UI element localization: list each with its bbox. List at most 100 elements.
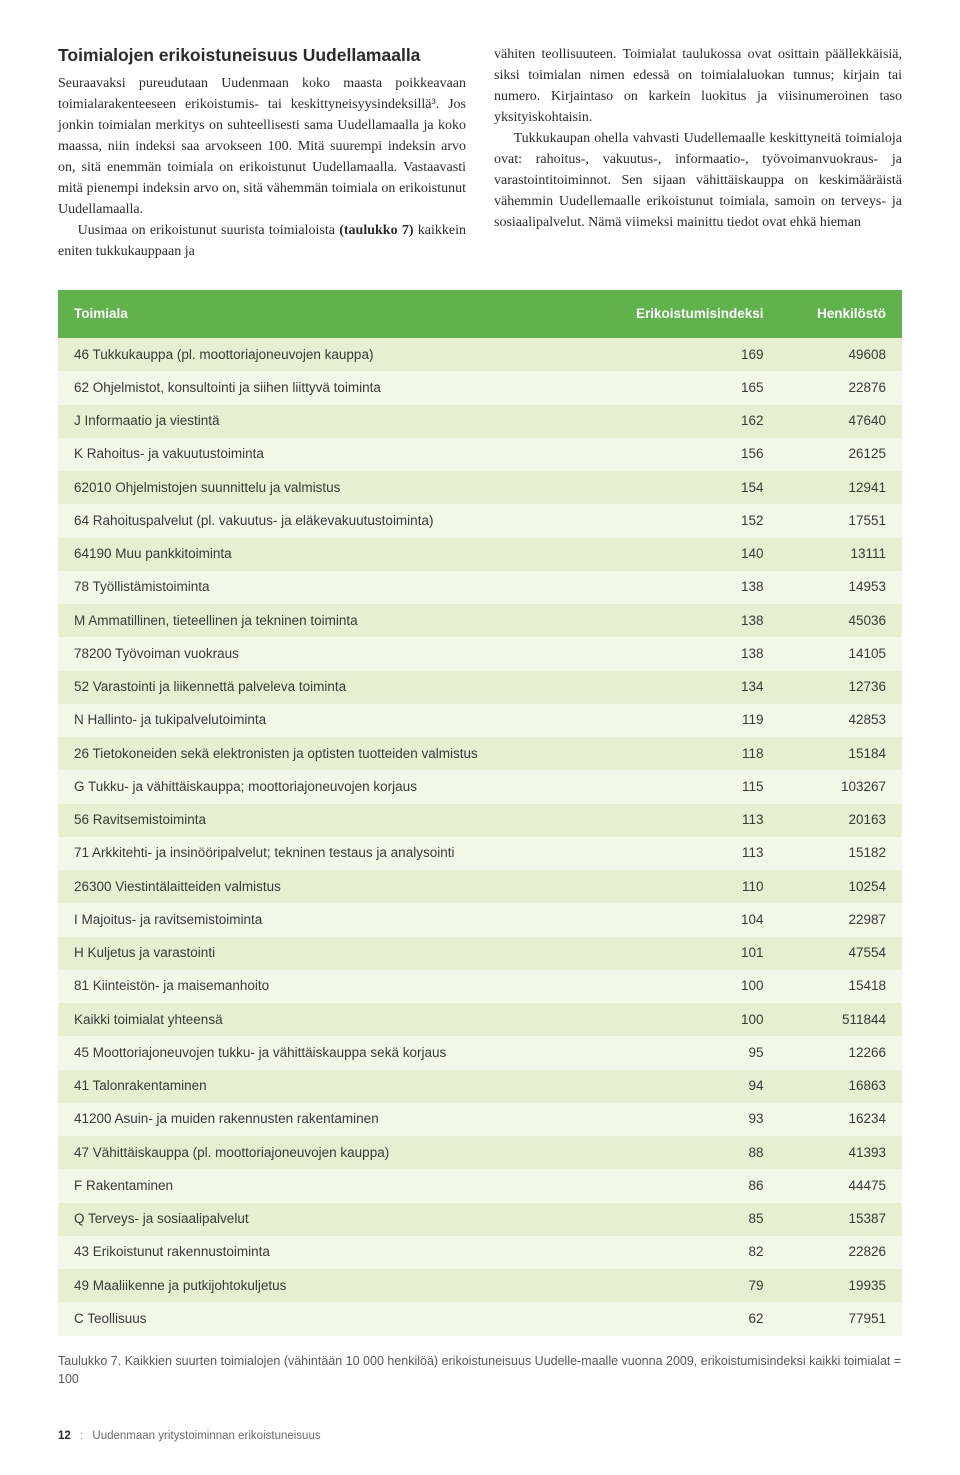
table-row: 64190 Muu pankkitoiminta14013111 — [58, 538, 902, 571]
body-paragraph: Seuraavaksi pureudutaan Uudenmaan koko m… — [58, 73, 466, 220]
column-right: vähiten teollisuuteen. Toimialat tauluko… — [494, 44, 902, 262]
table-row: G Tukku- ja vähittäiskauppa; moottoriajo… — [58, 770, 902, 803]
cell-toimiala: 43 Erikoistunut rakennustoiminta — [58, 1236, 586, 1269]
cell-index: 152 — [586, 504, 779, 537]
page-footer: 12 : Uudenmaan yritystoiminnan erikoistu… — [58, 1428, 902, 1445]
table-row: 78 Työllistämistoiminta13814953 — [58, 571, 902, 604]
cell-staff: 19935 — [780, 1269, 902, 1302]
cell-staff: 16234 — [780, 1103, 902, 1136]
cell-index: 115 — [586, 770, 779, 803]
table-row: Kaikki toimialat yhteensä100511844 — [58, 1003, 902, 1036]
cell-staff: 20163 — [780, 804, 902, 837]
cell-index: 156 — [586, 438, 779, 471]
cell-toimiala: G Tukku- ja vähittäiskauppa; moottoriajo… — [58, 770, 586, 803]
cell-toimiala: 62 Ohjelmistot, konsultointi ja siihen l… — [58, 371, 586, 404]
cell-index: 86 — [586, 1169, 779, 1202]
cell-staff: 15387 — [780, 1203, 902, 1236]
cell-toimiala: 41200 Asuin- ja muiden rakennusten raken… — [58, 1103, 586, 1136]
table-row: 81 Kiinteistön- ja maisemanhoito10015418 — [58, 970, 902, 1003]
cell-index: 100 — [586, 1003, 779, 1036]
cell-index: 138 — [586, 604, 779, 637]
table-row: M Ammatillinen, tieteellinen ja tekninen… — [58, 604, 902, 637]
cell-toimiala: 71 Arkkitehti- ja insinööripalvelut; tek… — [58, 837, 586, 870]
cell-toimiala: J Informaatio ja viestintä — [58, 405, 586, 438]
table-row: 78200 Työvoiman vuokraus13814105 — [58, 637, 902, 670]
cell-index: 140 — [586, 538, 779, 571]
cell-index: 138 — [586, 571, 779, 604]
table-header-row: Toimiala Erikoistumisindeksi Henkilöstö — [58, 290, 902, 338]
cell-toimiala: 47 Vähittäiskauppa (pl. moottoriajoneuvo… — [58, 1136, 586, 1169]
cell-staff: 14105 — [780, 637, 902, 670]
cell-toimiala: 49 Maaliikenne ja putkijohtokuljetus — [58, 1269, 586, 1302]
cell-toimiala: Kaikki toimialat yhteensä — [58, 1003, 586, 1036]
body-paragraph: vähiten teollisuuteen. Toimialat tauluko… — [494, 44, 902, 128]
cell-index: 110 — [586, 870, 779, 903]
table-row: 41200 Asuin- ja muiden rakennusten raken… — [58, 1103, 902, 1136]
cell-staff: 12266 — [780, 1036, 902, 1069]
cell-staff: 45036 — [780, 604, 902, 637]
cell-staff: 15418 — [780, 970, 902, 1003]
cell-index: 101 — [586, 937, 779, 970]
table-row: 41 Talonrakentaminen9416863 — [58, 1070, 902, 1103]
cell-toimiala: 64 Rahoituspalvelut (pl. vakuutus- ja el… — [58, 504, 586, 537]
table-row: 46 Tukkukauppa (pl. moottoriajoneuvojen … — [58, 338, 902, 371]
footer-title: Uudenmaan yritystoiminnan erikoistuneisu… — [92, 1430, 320, 1442]
cell-staff: 49608 — [780, 338, 902, 371]
table-row: H Kuljetus ja varastointi10147554 — [58, 937, 902, 970]
cell-staff: 41393 — [780, 1136, 902, 1169]
table-row: 47 Vähittäiskauppa (pl. moottoriajoneuvo… — [58, 1136, 902, 1169]
cell-toimiala: I Majoitus- ja ravitsemistoiminta — [58, 903, 586, 936]
cell-staff: 511844 — [780, 1003, 902, 1036]
body-paragraph: Tukkukaupan ohella vahvasti Uudellemaall… — [494, 128, 902, 233]
intro-columns: Toimialojen erikoistuneisuus Uudellamaal… — [58, 44, 902, 262]
table-row: 71 Arkkitehti- ja insinööripalvelut; tek… — [58, 837, 902, 870]
cell-index: 165 — [586, 371, 779, 404]
cell-toimiala: F Rakentaminen — [58, 1169, 586, 1202]
cell-toimiala: 62010 Ohjelmistojen suunnittelu ja valmi… — [58, 471, 586, 504]
table-row: K Rahoitus- ja vakuutustoiminta15626125 — [58, 438, 902, 471]
specialization-table: Toimiala Erikoistumisindeksi Henkilöstö … — [58, 290, 902, 1336]
cell-index: 119 — [586, 704, 779, 737]
cell-index: 138 — [586, 637, 779, 670]
footer-separator: : — [80, 1430, 83, 1442]
cell-index: 93 — [586, 1103, 779, 1136]
table-row: 43 Erikoistunut rakennustoiminta8222826 — [58, 1236, 902, 1269]
cell-index: 82 — [586, 1236, 779, 1269]
cell-toimiala: 78200 Työvoiman vuokraus — [58, 637, 586, 670]
cell-toimiala: M Ammatillinen, tieteellinen ja tekninen… — [58, 604, 586, 637]
table-row: 62 Ohjelmistot, konsultointi ja siihen l… — [58, 371, 902, 404]
cell-staff: 26125 — [780, 438, 902, 471]
cell-index: 134 — [586, 671, 779, 704]
cell-toimiala: 52 Varastointi ja liikennettä palveleva … — [58, 671, 586, 704]
cell-index: 154 — [586, 471, 779, 504]
cell-staff: 77951 — [780, 1302, 902, 1335]
cell-toimiala: 81 Kiinteistön- ja maisemanhoito — [58, 970, 586, 1003]
cell-staff: 42853 — [780, 704, 902, 737]
cell-index: 85 — [586, 1203, 779, 1236]
cell-staff: 15184 — [780, 737, 902, 770]
cell-toimiala: 45 Moottoriajoneuvojen tukku- ja vähittä… — [58, 1036, 586, 1069]
cell-staff: 14953 — [780, 571, 902, 604]
cell-index: 162 — [586, 405, 779, 438]
cell-staff: 16863 — [780, 1070, 902, 1103]
cell-staff: 47554 — [780, 937, 902, 970]
cell-toimiala: 46 Tukkukauppa (pl. moottoriajoneuvojen … — [58, 338, 586, 371]
cell-index: 95 — [586, 1036, 779, 1069]
cell-index: 88 — [586, 1136, 779, 1169]
table-row: F Rakentaminen8644475 — [58, 1169, 902, 1202]
cell-staff: 15182 — [780, 837, 902, 870]
cell-index: 104 — [586, 903, 779, 936]
cell-staff: 12736 — [780, 671, 902, 704]
cell-toimiala: 64190 Muu pankkitoiminta — [58, 538, 586, 571]
table-row: 26 Tietokoneiden sekä elektronisten ja o… — [58, 737, 902, 770]
cell-staff: 13111 — [780, 538, 902, 571]
table-row: 52 Varastointi ja liikennettä palveleva … — [58, 671, 902, 704]
cell-toimiala: 41 Talonrakentaminen — [58, 1070, 586, 1103]
col-header-index: Erikoistumisindeksi — [586, 290, 779, 338]
table-row: N Hallinto- ja tukipalvelutoiminta119428… — [58, 704, 902, 737]
column-left: Toimialojen erikoistuneisuus Uudellamaal… — [58, 44, 466, 262]
cell-index: 79 — [586, 1269, 779, 1302]
col-header-toimiala: Toimiala — [58, 290, 586, 338]
cell-toimiala: Q Terveys- ja sosiaalipalvelut — [58, 1203, 586, 1236]
table-row: 64 Rahoituspalvelut (pl. vakuutus- ja el… — [58, 504, 902, 537]
